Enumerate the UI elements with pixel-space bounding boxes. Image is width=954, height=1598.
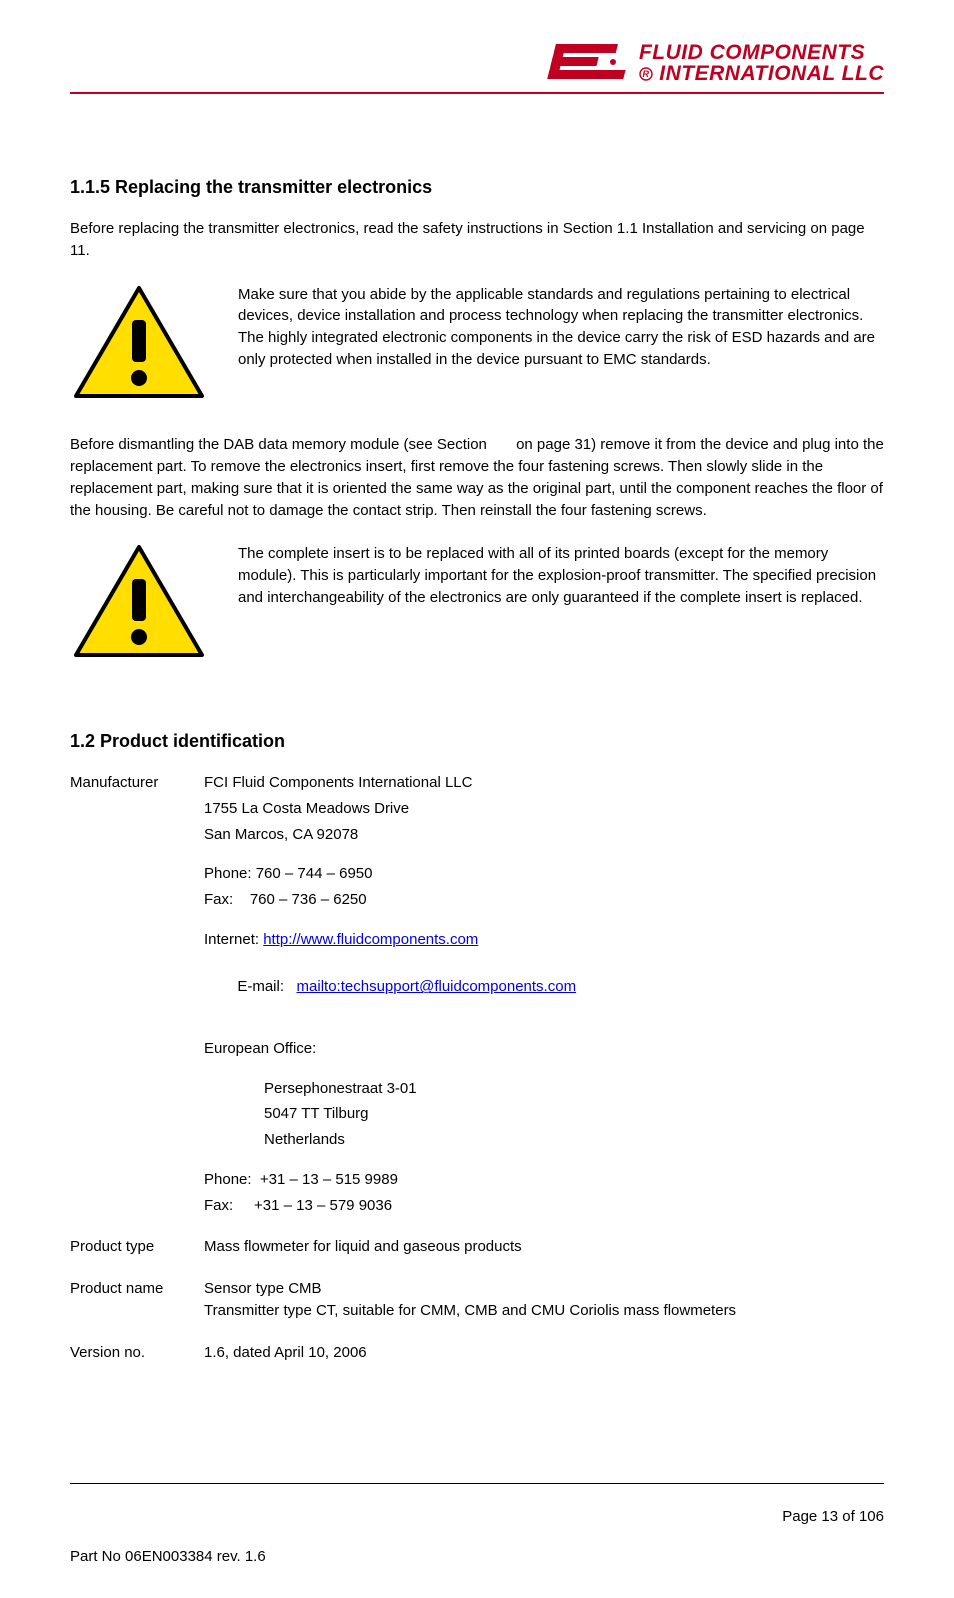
internet-link[interactable]: http://www.fluidcomponents.com — [263, 931, 478, 948]
header: FLUID COMPONENTS R INTERNATIONAL LLC — [70, 40, 884, 86]
warning-text-1: Make sure that you abide by the applicab… — [238, 284, 884, 371]
version-value: 1.6, dated April 10, 2006 — [204, 1342, 884, 1364]
dismantle-pre: Before dismantling the DAB data memory m… — [70, 436, 491, 453]
product-name-row: Product name Sensor type CMB Transmitter… — [70, 1278, 884, 1322]
manufacturer-addr1: 1755 La Costa Meadows Drive — [204, 798, 884, 820]
product-name-label: Product name — [70, 1278, 188, 1322]
fax-eu: Fax: +31 – 13 – 579 9036 — [204, 1195, 884, 1217]
logo-line2: R INTERNATIONAL LLC — [639, 63, 884, 84]
fci-logo-mark — [543, 40, 633, 86]
email-link[interactable]: mailto:techsupport@fluidcomponents.com — [297, 978, 577, 995]
version-row: Version no. 1.6, dated April 10, 2006 — [70, 1342, 884, 1364]
warning-text-2: The complete insert is to be replaced wi… — [238, 543, 884, 608]
logo-line2-text: INTERNATIONAL LLC — [659, 62, 884, 85]
registered-icon: R — [639, 67, 653, 81]
eu-addr3: Netherlands — [204, 1129, 884, 1151]
fax-us: Fax: 760 – 736 – 6250 — [204, 889, 884, 911]
footer-part-no: Part No 06EN003384 rev. 1.6 — [70, 1546, 884, 1568]
manufacturer-label: Manufacturer — [70, 772, 188, 1216]
dismantle-section-ref: 2.3 — [491, 436, 512, 453]
warning-icon — [70, 543, 208, 668]
email-line: E-mail: mailto:techsupport@fluidcomponen… — [204, 955, 884, 1020]
warning-block-1: Make sure that you abide by the applicab… — [70, 284, 884, 409]
eu-addr1: Persephonestraat 3-01 — [204, 1078, 884, 1100]
logo: FLUID COMPONENTS R INTERNATIONAL LLC — [543, 40, 884, 86]
header-rule — [70, 92, 884, 94]
eu-addr2: 5047 TT Tilburg — [204, 1103, 884, 1125]
email-label: E-mail: — [237, 978, 296, 995]
warning-block-2: The complete insert is to be replaced wi… — [70, 543, 884, 668]
warning-icon — [70, 284, 208, 409]
dismantle-paragraph: Before dismantling the DAB data memory m… — [70, 434, 884, 521]
footer: Page 13 of 106 — [70, 1494, 884, 1528]
phone-us: Phone: 760 – 744 – 6950 — [204, 863, 884, 885]
footer-rule — [70, 1483, 884, 1484]
manufacturer-row: Manufacturer FCI Fluid Components Intern… — [70, 772, 884, 1216]
intro-paragraph: Before replacing the transmitter electro… — [70, 218, 884, 262]
logo-line1: FLUID COMPONENTS — [639, 42, 884, 63]
section-title-replacing: 1.1.5 Replacing the transmitter electron… — [70, 174, 884, 200]
eu-office-label: European Office: — [204, 1038, 884, 1060]
svg-text:R: R — [642, 69, 649, 79]
manufacturer-addr2: San Marcos, CA 92078 — [204, 824, 884, 846]
section-title-identification: 1.2 Product identification — [70, 728, 884, 754]
product-type-row: Product type Mass flowmeter for liquid a… — [70, 1236, 884, 1258]
internet-label: Internet: — [204, 931, 263, 948]
footer-right: Page 13 of 106 — [782, 1506, 884, 1528]
phone-eu: Phone: +31 – 13 – 515 9989 — [204, 1169, 884, 1191]
manufacturer-name: FCI Fluid Components International LLC — [204, 772, 884, 794]
product-type-value: Mass flowmeter for liquid and gaseous pr… — [204, 1236, 884, 1258]
product-type-label: Product type — [70, 1236, 188, 1258]
product-name-value: Sensor type CMB Transmitter type CT, sui… — [204, 1278, 884, 1322]
internet-line: Internet: http://www.fluidcomponents.com — [204, 929, 884, 951]
version-label: Version no. — [70, 1342, 188, 1364]
